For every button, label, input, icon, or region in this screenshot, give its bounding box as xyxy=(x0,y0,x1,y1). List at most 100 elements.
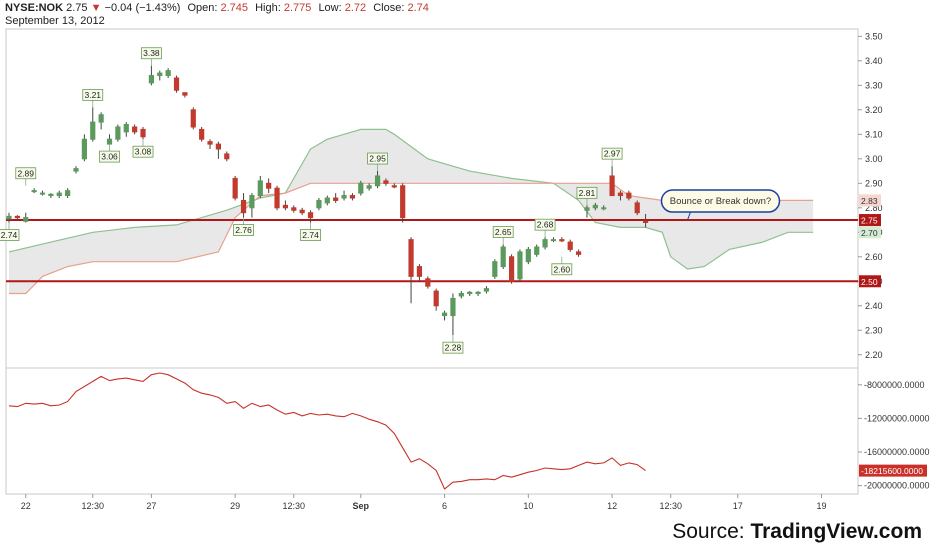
candle xyxy=(240,199,247,214)
candle xyxy=(559,239,565,242)
candle xyxy=(23,217,29,222)
candle xyxy=(148,75,154,84)
time-tick-label: 10 xyxy=(523,501,533,511)
candle xyxy=(416,266,423,277)
candle xyxy=(39,192,46,195)
low-value: 2.72 xyxy=(344,2,367,14)
quote-date: September 13, 2012 xyxy=(5,15,105,27)
candle xyxy=(425,278,431,287)
candle xyxy=(81,138,87,160)
price-axis-badge xyxy=(859,275,881,288)
ichimoku-span-a xyxy=(8,128,814,270)
candle xyxy=(48,193,54,197)
candle xyxy=(483,288,490,292)
price-flag-label: 2.65 xyxy=(495,227,512,237)
price-change: −0.04 (−1.43%) xyxy=(104,2,181,14)
price-flag xyxy=(442,341,464,354)
candle xyxy=(106,138,113,145)
price-axis-badge-label: 2.83 xyxy=(861,196,878,206)
candle xyxy=(132,126,138,133)
candle xyxy=(534,246,540,255)
high-value: 2.775 xyxy=(283,2,312,14)
price-flag xyxy=(233,224,254,236)
candle xyxy=(601,207,607,210)
candle xyxy=(592,204,598,209)
price-tick-label: 3.10 xyxy=(865,129,883,139)
time-tick-label: 17 xyxy=(733,501,743,511)
candle xyxy=(450,297,456,317)
candle xyxy=(609,175,615,197)
price-tick-label: 3.30 xyxy=(865,80,883,90)
price-axis-badge-label: 2.50 xyxy=(861,277,878,287)
candle xyxy=(123,124,129,133)
candle xyxy=(190,109,196,128)
source-name: TradingView.com xyxy=(750,520,922,543)
candle xyxy=(634,202,640,214)
candle xyxy=(98,114,104,123)
price-flag-label: 2.97 xyxy=(604,149,621,159)
candle xyxy=(374,175,381,187)
price-axis-badge xyxy=(859,226,881,239)
candle xyxy=(458,293,464,297)
candle xyxy=(349,195,356,199)
candle xyxy=(182,92,188,96)
candle xyxy=(492,261,498,277)
price-tick-label: 2.80 xyxy=(865,203,883,213)
indicator-line xyxy=(8,372,646,490)
price-flag-label: 2.76 xyxy=(235,225,252,235)
indicator-tick-label: -20000000.0000 xyxy=(864,481,930,491)
quote-header: NYSE:NOK 2.75 ▼ −0.04 (−1.43%) Open: 2.7… xyxy=(5,2,429,14)
time-tick-label: 12:30 xyxy=(659,501,682,511)
candle xyxy=(224,153,230,160)
candle xyxy=(341,195,347,199)
candle xyxy=(140,128,146,138)
last-price: 2.75 xyxy=(66,2,88,14)
candle xyxy=(115,126,121,140)
price-flag-label: 2.74 xyxy=(302,230,319,240)
price-flag-label: 3.08 xyxy=(135,147,152,157)
candle xyxy=(207,141,213,145)
time-tick-label: 12 xyxy=(607,501,617,511)
candle xyxy=(575,251,582,255)
callout-text: Bounce or Break down? xyxy=(670,196,771,207)
indicator-tick-label: -8000000.0000 xyxy=(864,380,925,390)
price-flag-label: 2.68 xyxy=(537,220,554,230)
candle xyxy=(324,197,330,204)
candle xyxy=(433,290,439,307)
candle xyxy=(441,312,448,317)
candle xyxy=(173,77,180,91)
candle xyxy=(6,215,12,220)
candle xyxy=(500,246,506,268)
candle xyxy=(366,185,372,189)
price-flag xyxy=(99,150,120,163)
candle xyxy=(165,70,171,77)
price-axis-badge-label: 2.70 xyxy=(861,228,878,238)
change-arrow-icon: ▼ xyxy=(90,2,102,14)
candle xyxy=(215,143,222,150)
price-flag xyxy=(551,263,573,276)
candle xyxy=(257,180,263,197)
time-tick-label: 27 xyxy=(146,501,156,511)
time-tick-label: 29 xyxy=(230,501,240,511)
candle xyxy=(199,128,205,140)
price-flag xyxy=(492,226,514,238)
candle xyxy=(383,180,389,184)
candle xyxy=(642,220,649,223)
candle xyxy=(626,192,632,199)
price-flag xyxy=(601,147,623,160)
candle xyxy=(550,239,557,242)
symbol-label: NYSE:NOK xyxy=(5,2,64,14)
candle xyxy=(266,182,272,189)
candle xyxy=(617,192,624,197)
candle xyxy=(584,207,590,211)
candle xyxy=(400,185,406,219)
price-flag xyxy=(576,186,598,199)
price-axis-badge-label: 2.75 xyxy=(861,216,878,226)
open-label: Open: xyxy=(187,2,218,14)
time-tick-label: 22 xyxy=(21,501,31,511)
price-flag xyxy=(300,229,321,241)
candle xyxy=(391,185,397,188)
candle xyxy=(475,291,481,295)
callout-bubble xyxy=(660,189,781,213)
